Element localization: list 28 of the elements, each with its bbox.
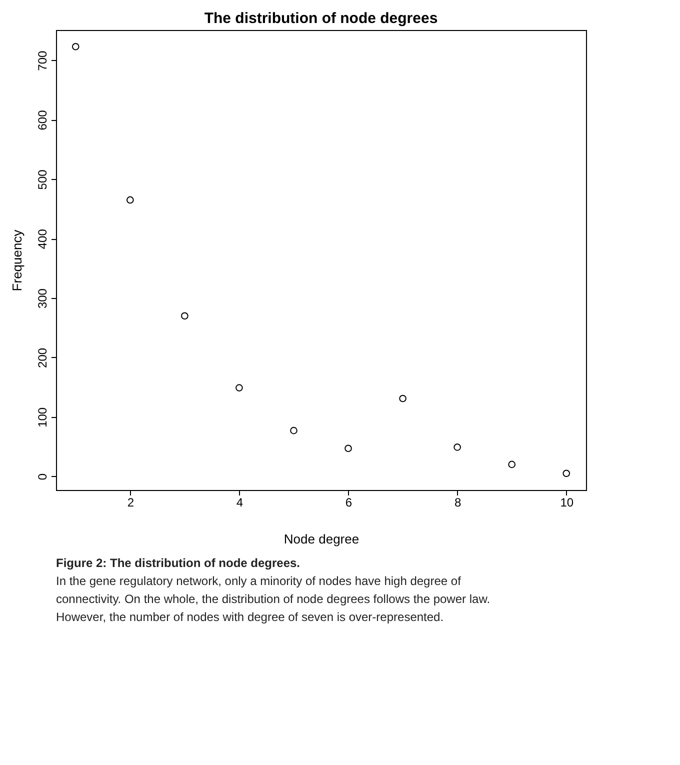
point	[508, 460, 516, 468]
y-tick-label: 700	[36, 50, 50, 71]
point	[344, 444, 352, 452]
x-tick-label: 10	[560, 496, 574, 510]
y-tick-label: 100	[36, 407, 50, 428]
y-tick-label: 400	[36, 228, 50, 250]
x-tick-label: 4	[236, 496, 244, 510]
y-tick-label: 0	[36, 473, 50, 480]
x-tick-label: 2	[127, 496, 134, 510]
text: In the gene regulatory network, only a minority of nodes have high degree of connectivity. On the whole, the distribution of node degrees follows the power law. However, the number of nodes with degree of seven is over-represented.	[56, 574, 490, 624]
y-tick-label: 600	[36, 110, 50, 130]
x-tick-label: 6	[345, 496, 352, 510]
point	[290, 426, 298, 434]
y-tick-label: 500	[36, 169, 50, 190]
x-axis-title: Node degree	[284, 532, 360, 546]
point	[181, 312, 188, 320]
point	[126, 196, 134, 204]
y-tick-label: 200	[36, 348, 50, 368]
caption: Figure 2: The distribution of node degrees.	[56, 556, 300, 570]
point	[562, 470, 570, 478]
point	[72, 42, 80, 50]
point	[454, 444, 461, 451]
y-tick-label: 300	[36, 288, 50, 309]
x-tick-label: 8	[454, 496, 462, 510]
point	[399, 394, 406, 402]
point	[236, 384, 243, 392]
chart-title: The distribution of node degrees	[204, 10, 438, 27]
y-axis-title: Frequency	[10, 229, 24, 292]
